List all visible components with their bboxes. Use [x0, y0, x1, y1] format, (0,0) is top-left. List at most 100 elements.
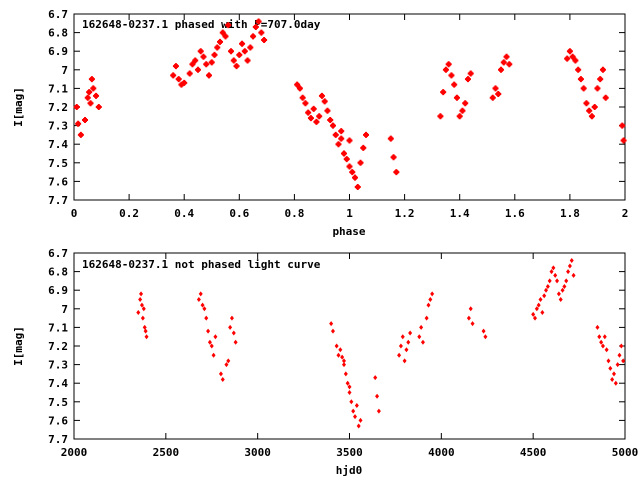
- data-point: [211, 352, 216, 358]
- x-tick-label: 4000: [428, 446, 455, 459]
- data-point: [611, 371, 616, 377]
- data-point: [430, 291, 435, 297]
- phased-data-points: [73, 18, 627, 190]
- y-tick-label: 7.1: [48, 82, 68, 95]
- data-point-core: [394, 170, 399, 175]
- data-point-core: [578, 77, 583, 82]
- data-point-core: [355, 184, 360, 189]
- data-point-core: [251, 34, 256, 39]
- data-point: [540, 310, 545, 316]
- x-tick-label: 0.4: [174, 207, 194, 220]
- x-tick-label: 2000: [61, 446, 88, 459]
- data-point-core: [603, 95, 608, 100]
- data-point: [606, 358, 611, 364]
- data-point: [351, 408, 356, 414]
- unphased-y-axis-label: I[mag]: [12, 326, 25, 366]
- data-point-core: [501, 60, 506, 65]
- data-point-core: [209, 60, 214, 65]
- data-point-core: [308, 116, 313, 121]
- data-point-core: [446, 62, 451, 67]
- x-tick-label: 4500: [520, 446, 547, 459]
- data-point-core: [215, 45, 220, 50]
- data-point-core: [336, 142, 341, 147]
- data-point-core: [441, 90, 446, 95]
- data-point: [613, 380, 618, 386]
- unphased-plot-title: 162648-0237.1 not phased light curve: [82, 258, 321, 271]
- unphased-data-points: [136, 257, 626, 429]
- data-point-core: [314, 119, 319, 124]
- unphased-light-curve-panel: 162648-0237.1 not phased light curve hjd…: [12, 247, 638, 477]
- data-point: [556, 291, 561, 297]
- data-point-core: [330, 123, 335, 128]
- data-point-core: [306, 110, 311, 115]
- data-point: [600, 343, 605, 349]
- y-tick-label: 7.2: [48, 101, 68, 114]
- data-point: [198, 291, 203, 297]
- data-point: [226, 358, 231, 364]
- data-point-core: [391, 155, 396, 160]
- data-point-core: [297, 86, 302, 91]
- phased-y-axis-label: I[mag]: [12, 87, 25, 127]
- data-point-core: [600, 67, 605, 72]
- data-point: [566, 269, 571, 275]
- data-point: [196, 297, 201, 302]
- data-point: [220, 376, 225, 382]
- data-point-core: [595, 86, 600, 91]
- data-point-core: [325, 108, 330, 113]
- data-point: [408, 330, 413, 336]
- data-point-core: [226, 23, 231, 28]
- data-point-core: [567, 49, 572, 54]
- data-point: [595, 324, 600, 330]
- data-point-core: [358, 160, 363, 165]
- data-point-core: [490, 95, 495, 100]
- data-point-core: [91, 86, 96, 91]
- data-point-core: [231, 58, 236, 63]
- data-point: [619, 343, 624, 349]
- data-point: [353, 414, 358, 420]
- data-point: [420, 339, 425, 345]
- data-point-core: [204, 62, 209, 67]
- data-point: [426, 302, 431, 308]
- data-point-core: [173, 64, 178, 69]
- data-point-core: [229, 49, 234, 54]
- data-point-core: [206, 73, 211, 78]
- data-point-core: [179, 82, 184, 87]
- data-point-core: [87, 90, 92, 95]
- data-point: [354, 403, 359, 409]
- data-point-core: [295, 82, 300, 87]
- data-point-core: [220, 30, 225, 35]
- data-point: [144, 334, 149, 340]
- data-point: [341, 358, 346, 364]
- data-point-core: [328, 118, 333, 123]
- y-tick-label: 6.9: [48, 284, 68, 297]
- data-point: [555, 278, 560, 284]
- data-point: [376, 408, 381, 414]
- data-point: [542, 293, 547, 299]
- data-point: [483, 334, 488, 340]
- data-point-core: [176, 77, 181, 82]
- x-tick-label: 1.4: [450, 207, 470, 220]
- data-point-core: [589, 114, 594, 119]
- data-point-core: [259, 30, 264, 35]
- data-point: [404, 347, 409, 353]
- data-point: [621, 358, 626, 364]
- data-point-core: [463, 101, 468, 106]
- data-point-core: [256, 19, 261, 24]
- data-point: [358, 417, 363, 423]
- data-point-core: [85, 95, 90, 100]
- data-point: [228, 324, 233, 330]
- data-point: [553, 272, 558, 278]
- data-point: [140, 315, 145, 321]
- data-point: [402, 358, 407, 364]
- data-point-core: [218, 39, 223, 44]
- data-point: [373, 375, 378, 381]
- x-tick-label: 2: [622, 207, 629, 220]
- data-point-core: [465, 77, 470, 82]
- phased-axis-ticks: 0 0.2 0.4 0.6 0.8 1 1.2 1.4 1.6 1.8 2 6.7 6.8 6.9 7 7.1…: [48, 8, 628, 220]
- data-point: [142, 324, 147, 330]
- data-point-core: [493, 86, 498, 91]
- data-point: [560, 287, 565, 293]
- data-point: [343, 371, 348, 377]
- data-point: [610, 376, 615, 382]
